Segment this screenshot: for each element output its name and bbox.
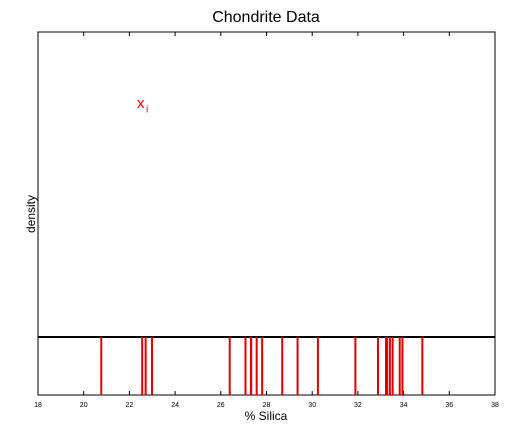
x-axis-label: % Silica <box>245 409 288 423</box>
x-tick-label: 18 <box>34 402 42 409</box>
x-tick-label: 24 <box>171 402 179 409</box>
x-tick-label: 38 <box>491 402 499 409</box>
annotation: x <box>137 95 145 112</box>
y-axis-label: density <box>24 195 38 233</box>
x-tick-label: 26 <box>217 402 225 409</box>
x-tick-label: 32 <box>354 402 362 409</box>
chart-title: Chondrite Data <box>212 9 320 26</box>
x-tick-label: 22 <box>126 402 134 409</box>
x-tick-label: 28 <box>263 402 271 409</box>
x-tick-label: 30 <box>308 402 316 409</box>
x-tick-label: 34 <box>400 402 408 409</box>
x-tick-label: 36 <box>445 402 453 409</box>
annotation-subscript: i <box>146 105 148 116</box>
x-tick-label: 20 <box>80 402 88 409</box>
